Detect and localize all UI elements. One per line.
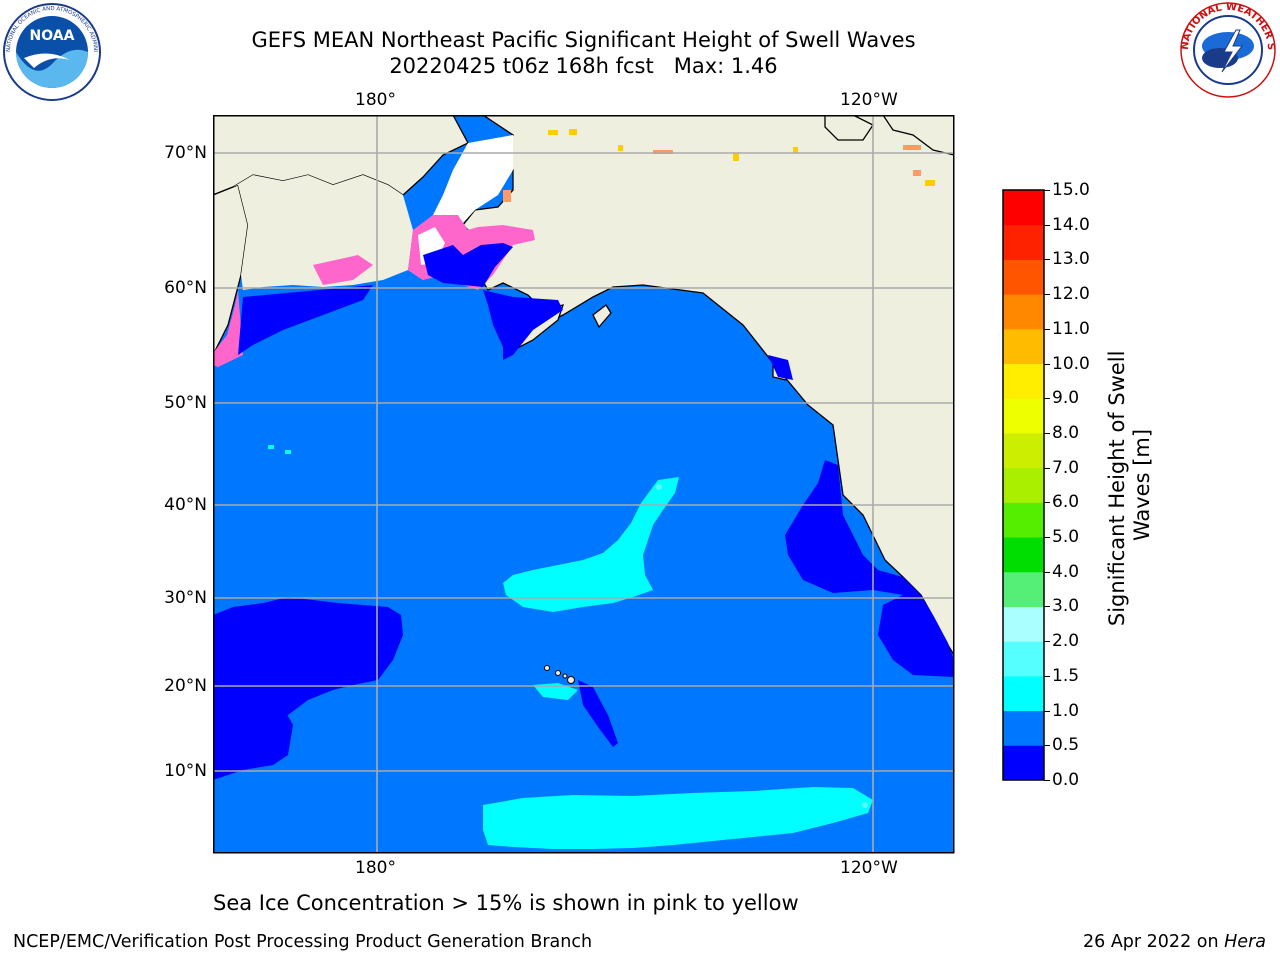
lat-tick-10n: 10°N [164, 761, 207, 781]
colorbar-tick-label: 0.0 [1052, 770, 1080, 790]
chart-subtitle: 20220425 t06z 168h fcst Max: 1.46 [389, 54, 778, 78]
lat-tick-50n: 50°N [164, 393, 207, 413]
colorbar-tick-label: 1.5 [1052, 665, 1080, 686]
lat-tick-40n: 40°N [164, 495, 207, 515]
colorbar-segment [1003, 259, 1044, 295]
colorbar-segment [1003, 467, 1044, 503]
colorbar-segment [1003, 710, 1044, 746]
colorbar-segment [1003, 537, 1044, 573]
colorbar-tick-label: 2.0 [1052, 631, 1080, 652]
colorbar-frame [1002, 189, 1045, 781]
lat-tick-20n: 20°N [164, 676, 207, 696]
colorbar-tick-mark [1044, 294, 1050, 296]
colorbar-tick-mark [1044, 328, 1050, 330]
colorbar-tick-mark [1044, 710, 1050, 712]
colorbar-tick-mark [1044, 432, 1050, 434]
colorbar-segment [1003, 745, 1044, 781]
colorbar-tick-label: 4.0 [1052, 561, 1080, 582]
map-frame [213, 115, 955, 854]
svg-text:Significant Height of Swell: Significant Height of Swell Waves [m] [1105, 344, 1154, 626]
land [213, 115, 954, 684]
colorbar-tick-mark [1044, 190, 1050, 191]
chart-title: GEFS MEAN Northeast Pacific Significant … [251, 28, 916, 52]
nws-logo: NATIONAL WEATHER SERVICE [1176, 0, 1276, 98]
colorbar-label: Significant Height of Swell Waves [m] [1105, 344, 1154, 627]
footer-date-text: 26 Apr 2022 on [1083, 932, 1225, 952]
colorbar-segment [1003, 606, 1044, 642]
colorbar-tick-label: 5.0 [1052, 527, 1080, 548]
lon-tick-top-120w: 120°W [840, 90, 898, 110]
swell-1-1.5 [268, 445, 873, 849]
swell-0-0.5 [213, 243, 954, 780]
lon-tick-bottom-180: 180° [355, 858, 396, 878]
lat-tick-70n: 70°N [164, 143, 207, 163]
lon-tick-bottom-120w: 120°W [840, 858, 898, 878]
map-plot [213, 115, 955, 854]
noaa-logo: NOAA NATIONAL OCEANIC AND ATMOSPHERIC AD… [0, 2, 101, 101]
colorbar-tick-mark [1044, 745, 1050, 747]
colorbar-segment [1003, 641, 1044, 677]
sea-ice-note: Sea Ice Concentration > 15% is shown in … [213, 891, 799, 915]
colorbar-tick-mark [1044, 571, 1050, 573]
colorbar-segment [1003, 190, 1044, 226]
lat-tick-60n: 60°N [164, 278, 207, 298]
colorbar-tick-mark [1044, 224, 1050, 226]
lat-tick-30n: 30°N [164, 588, 207, 608]
colorbar-tick-mark [1044, 467, 1050, 469]
colorbar-tick-mark [1044, 641, 1050, 643]
footer-date: 26 Apr 2022 on Hera [1083, 932, 1266, 952]
colorbar-tick-mark [1044, 502, 1050, 504]
colorbar-tick-label: 10.0 [1052, 353, 1090, 374]
colorbar-tick-mark [1044, 675, 1050, 677]
colorbar-segment [1003, 398, 1044, 434]
colorbar-tick-label: 11.0 [1052, 318, 1090, 339]
colorbar-tick-label: 6.0 [1052, 492, 1080, 513]
sea-ice-yellow [548, 129, 935, 186]
colorbar-segment [1003, 432, 1044, 469]
colorbar-segment [1003, 571, 1044, 607]
lon-tick-top-180: 180° [355, 90, 396, 110]
colorbar-tick-label: 15.0 [1052, 180, 1090, 200]
colorbar-tick-mark [1044, 537, 1050, 539]
colorbar-tick-mark [1044, 780, 1050, 781]
colorbar-tick-mark [1044, 363, 1050, 365]
colorbar-tick-label: 0.5 [1052, 735, 1080, 756]
colorbar-tick-label: 1.0 [1052, 700, 1080, 721]
footer-branch: NCEP/EMC/Verification Post Processing Pr… [13, 932, 593, 952]
sea-ice-orange [503, 145, 921, 202]
colorbar-segment [1003, 675, 1044, 712]
colorbar-tick-mark [1044, 259, 1050, 261]
footer-host: Hera [1224, 932, 1266, 952]
colorbar-tick-label: 3.0 [1052, 596, 1080, 617]
colorbar-segment [1003, 294, 1044, 330]
colorbar-tick-mark [1044, 606, 1050, 608]
swell-1.5-2 [656, 484, 868, 808]
colorbar-segment [1003, 502, 1044, 538]
colorbar-tick-label: 9.0 [1052, 388, 1080, 409]
colorbar [1002, 189, 1045, 781]
colorbar-tick-label: 7.0 [1052, 457, 1080, 478]
colorbar-segment [1003, 363, 1044, 399]
colorbar-tick-mark [1044, 398, 1050, 400]
colorbar-tick-label: 12.0 [1052, 284, 1090, 305]
noaa-text: NOAA [30, 28, 75, 44]
colorbar-tick-label: 8.0 [1052, 422, 1080, 443]
colorbar-segment [1003, 224, 1044, 260]
colorbar-tick-label: 14.0 [1052, 214, 1090, 235]
colorbar-tick-label: 13.0 [1052, 249, 1090, 270]
colorbar-segment [1003, 328, 1044, 365]
gridlines [213, 115, 954, 853]
